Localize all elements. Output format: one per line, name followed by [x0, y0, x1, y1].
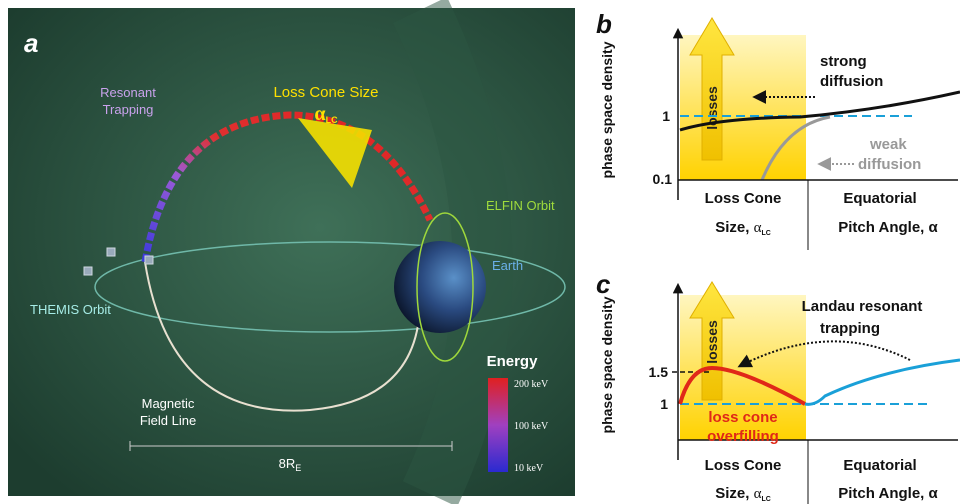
satellite	[145, 256, 153, 264]
alpha: α	[754, 220, 762, 236]
alpha: α	[314, 103, 325, 125]
panel-b: losses b phase space density 1 0.1 stron…	[596, 9, 960, 250]
loss-cone-region	[680, 35, 806, 180]
earth-label: Earth	[492, 258, 523, 273]
panel-a: a Resonant Trapping Loss Cone Size αLC E…	[8, 8, 575, 496]
x-right-label: Equatorial	[843, 190, 916, 207]
energy-title: Energy	[487, 353, 539, 370]
x-right-label: Pitch Angle, α	[838, 485, 938, 502]
satellite	[107, 248, 115, 256]
satellite	[84, 267, 92, 275]
body: {"panel_a":{"label":"a","resonant_trappi…	[0, 0, 960, 504]
energy-colorbar	[488, 378, 508, 472]
landau-label: trapping	[820, 320, 880, 337]
loss-cone-title: Loss Cone Size	[273, 84, 378, 101]
field-line-label: Magnetic	[142, 396, 195, 411]
size-text: Size,	[715, 219, 753, 236]
earth-globe	[394, 241, 486, 333]
panel-label: c	[596, 269, 611, 299]
alpha: α	[754, 486, 762, 502]
x-left-label: Loss Cone	[705, 190, 782, 207]
x-left-label: Loss Cone	[705, 457, 782, 474]
subscript: LC	[761, 230, 770, 237]
resonant-label: Resonant	[100, 85, 156, 100]
field-line-label: Field Line	[140, 413, 196, 428]
subscript: LC	[326, 115, 338, 125]
overfilling-label: loss cone	[708, 409, 777, 426]
tick-label: 0.1	[653, 171, 673, 187]
page: body{margin:0;width:960px;height:504px;o…	[0, 0, 960, 504]
tick-label: 1	[662, 108, 670, 124]
panel-label: b	[596, 9, 612, 39]
weak-label: weak	[869, 136, 907, 153]
subscript: E	[295, 463, 301, 473]
elfin-label: ELFIN Orbit	[486, 198, 555, 213]
x-left-label: Size, αLC	[715, 219, 771, 237]
trapping-curve	[805, 360, 960, 404]
y-axis-label: phase space density	[599, 41, 615, 178]
energy-tick: 200 keV	[514, 379, 549, 390]
scale-text: 8R	[279, 456, 296, 471]
energy-tick: 10 keV	[514, 463, 544, 474]
strong-label: strong	[820, 53, 867, 70]
x-right-label: Equatorial	[843, 457, 916, 474]
x-left-label: Size, αLC	[715, 485, 771, 503]
landau-label: Landau resonant	[802, 298, 923, 315]
panel-c: losses c phase space density 1.5 1 Landa…	[596, 269, 960, 504]
tick-label: 1.5	[649, 364, 669, 380]
weak-label: diffusion	[858, 156, 921, 173]
tick-label: 1	[660, 396, 668, 412]
x-right-label: Pitch Angle, α	[838, 219, 938, 236]
strong-label: diffusion	[820, 73, 883, 90]
y-axis-label: phase space density	[599, 296, 615, 433]
subscript: LC	[761, 496, 770, 503]
size-text: Size,	[715, 485, 753, 502]
energy-tick: 100 keV	[514, 421, 549, 432]
losses-label: losses	[704, 320, 720, 364]
panel-label: a	[24, 28, 38, 58]
overfilling-label: overfilling	[707, 428, 779, 445]
figure: a Resonant Trapping Loss Cone Size αLC E…	[0, 0, 960, 504]
themis-label: THEMIS Orbit	[30, 302, 111, 317]
trapping-label: Trapping	[103, 102, 154, 117]
